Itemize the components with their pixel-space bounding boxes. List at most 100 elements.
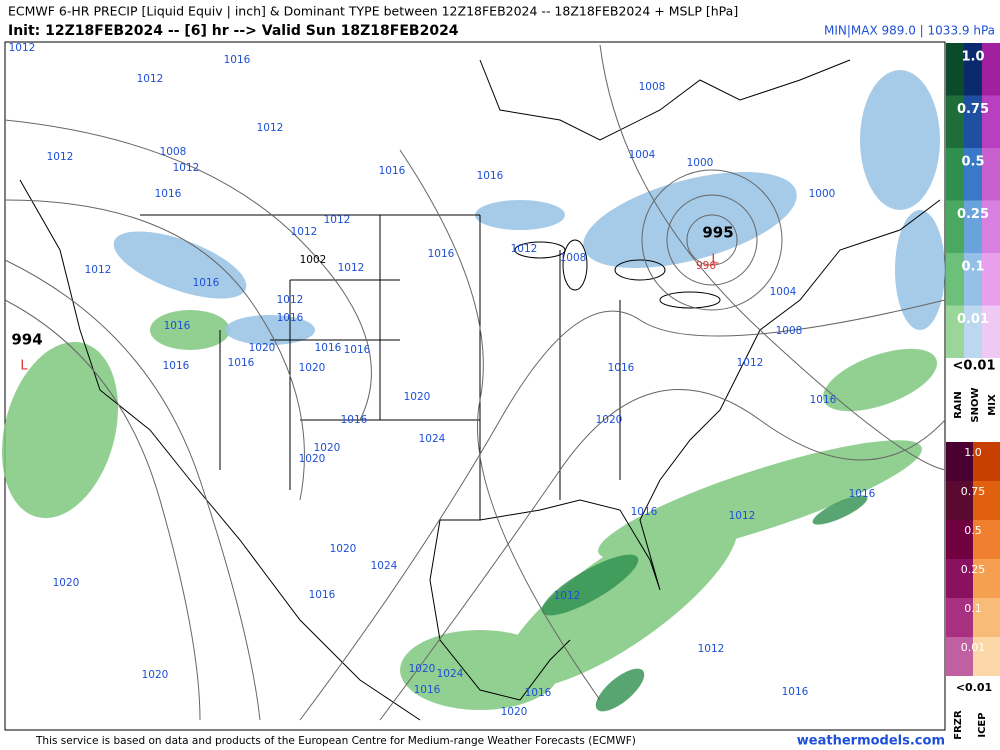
- legend-swatch: [946, 520, 973, 559]
- isobar-label: 1016: [849, 488, 876, 500]
- isobar-label: 1016: [315, 342, 342, 354]
- legend-swatch: [946, 43, 964, 96]
- isobar-label: 1008: [639, 81, 666, 93]
- heavy-rain: [541, 495, 868, 712]
- isobar-label: 1016: [525, 687, 552, 699]
- isobar-label: 1016: [428, 248, 455, 260]
- legend-swatch: [964, 148, 982, 201]
- isobar-label: 1008: [160, 146, 187, 158]
- legend-swatch: [982, 43, 1000, 96]
- legend-swatch: [946, 200, 964, 253]
- isobar-label: 1016: [224, 54, 251, 66]
- legend-swatch: [946, 637, 973, 676]
- legend-swatch: [946, 559, 973, 598]
- isobar-label: 1004: [629, 149, 656, 161]
- isobar-label: 1020: [53, 577, 80, 589]
- legend-swatch: [946, 95, 964, 148]
- legend-type: SNOW: [970, 387, 981, 422]
- legend-swatch: [964, 95, 982, 148]
- legend-type: MIX: [987, 394, 998, 416]
- init-line: Init: 12Z18FEB2024 -- [6] hr --> Valid S…: [8, 23, 459, 39]
- legend-level: 0.1: [961, 260, 984, 275]
- isobar-label: 1008: [776, 325, 803, 337]
- legend-swatch: [973, 481, 1000, 520]
- legend: 1.0 0.75 0.5 0.25 0.1 0.01 <0.01 RAIN SNOW MIX 1.0…: [946, 43, 1000, 740]
- legend-swatch: [982, 95, 1000, 148]
- legend-swatch: [946, 481, 973, 520]
- snow-areas: [113, 70, 945, 345]
- isobar-label: 1012: [291, 226, 318, 238]
- legend-swatch: [964, 253, 982, 306]
- isobar-label: 1016: [379, 165, 406, 177]
- isobar-label: 1020: [330, 543, 357, 555]
- legend-level: 0.25: [961, 563, 986, 576]
- isobar-label: 1024: [371, 560, 398, 572]
- isobar-label: 1002: [300, 254, 327, 266]
- isobar-label: 1020: [299, 453, 326, 465]
- legend-swatch: [973, 520, 1000, 559]
- isobar-label: 1012: [324, 214, 351, 226]
- isobar-label: 1016: [309, 589, 336, 601]
- legend-swatch: [973, 442, 1000, 481]
- isobar-label: 996: [696, 260, 716, 272]
- isobar-label: 1016: [164, 320, 191, 332]
- isobar-label: 1016: [193, 277, 220, 289]
- pressure-center: 994: [11, 331, 42, 349]
- isobar-label: 1020: [299, 362, 326, 374]
- isobar-label: 1016: [810, 394, 837, 406]
- legend-level: 1.0: [964, 446, 982, 459]
- rain-areas: [1, 310, 938, 710]
- isobar-label: 1012: [9, 42, 36, 54]
- isobars: [4, 44, 946, 721]
- isobar-label: 1008: [560, 252, 587, 264]
- isobar-label: 1016: [155, 188, 182, 200]
- legend-level: 0.75: [961, 485, 986, 498]
- legend-swatch: [982, 253, 1000, 306]
- footer-credit: This service is based on data and produc…: [35, 735, 636, 747]
- isobar-label: 1024: [419, 433, 446, 445]
- low-marker: L: [711, 253, 719, 268]
- isobar-label: 1020: [596, 414, 623, 426]
- legend-min: <0.01: [953, 359, 996, 374]
- legend-level: 0.1: [964, 602, 982, 615]
- legend-level: 0.5: [961, 155, 984, 170]
- isobar-label: 1012: [554, 590, 581, 602]
- legend-level: 0.01: [957, 312, 989, 327]
- isobar-label: 1016: [228, 357, 255, 369]
- coastlines: [19, 59, 941, 721]
- isobar-label: 1016: [344, 344, 371, 356]
- legend-swatch: [973, 559, 1000, 598]
- isobar-label: 1020: [142, 669, 169, 681]
- isobar-label: 1012: [338, 262, 365, 274]
- legend-swatch: [964, 43, 982, 96]
- legend-swatch: [946, 598, 973, 637]
- legend-level: 1.0: [961, 50, 984, 65]
- legend-swatch: [946, 305, 964, 358]
- footer-site: weathermodels.com: [797, 734, 945, 749]
- legend-level: 0.25: [957, 207, 989, 222]
- isobar-label: 1012: [698, 643, 725, 655]
- isobar-label: 1020: [314, 442, 341, 454]
- legend-swatch: [964, 305, 982, 358]
- isobar-label: 1020: [409, 663, 436, 675]
- isobar-label: 1012: [137, 73, 164, 85]
- isobar-label: 1012: [277, 294, 304, 306]
- legend-swatch: [946, 148, 964, 201]
- title: ECMWF 6-HR PRECIP [Liquid Equiv | inch] …: [8, 4, 738, 19]
- low-marker: L: [20, 359, 28, 374]
- isobar-label: 1016: [631, 506, 658, 518]
- isobar-label: 1020: [404, 391, 431, 403]
- legend-type: ICEP: [977, 712, 988, 737]
- isobar-label: 1000: [809, 188, 836, 200]
- isobar-label: 1016: [477, 170, 504, 182]
- legend-swatch: [946, 442, 973, 481]
- isobar-label: 1016: [608, 362, 635, 374]
- legend-min: <0.01: [956, 681, 992, 694]
- isobar-label: 1012: [729, 510, 756, 522]
- legend-swatch: [982, 305, 1000, 358]
- legend-level: 0.75: [957, 102, 989, 117]
- isobar-label: 1012: [85, 264, 112, 276]
